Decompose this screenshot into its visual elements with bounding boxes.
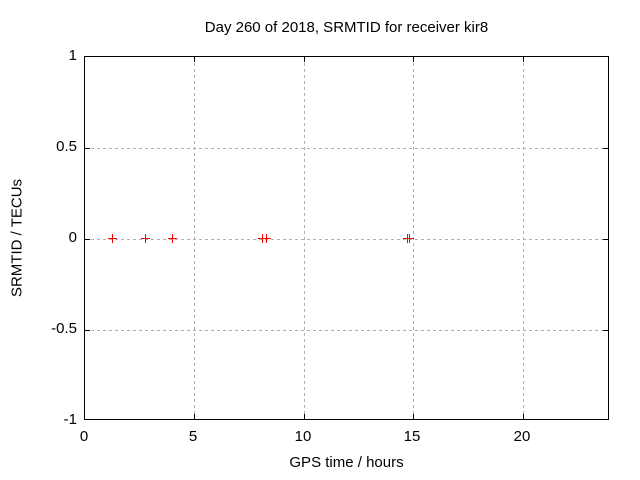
x-tick-label-20: 20 bbox=[513, 428, 531, 445]
y-tick-label-0: 0 bbox=[68, 229, 77, 246]
x-axis-label: GPS time / hours bbox=[289, 454, 404, 471]
tick-x-top-20 bbox=[523, 57, 524, 62]
y-tick-label--0.5: -0.5 bbox=[51, 320, 77, 337]
y-tick-label-0.5: 0.5 bbox=[56, 138, 77, 155]
tick-y-left-0.5 bbox=[85, 148, 90, 149]
tick-y-right--0.5 bbox=[603, 330, 608, 331]
y-tick-label-1: 1 bbox=[68, 47, 77, 64]
tick-x-bottom-15 bbox=[413, 414, 414, 419]
data-point-marker bbox=[141, 234, 150, 243]
tick-x-bottom-10 bbox=[304, 414, 305, 419]
x-tick-label-0: 0 bbox=[79, 428, 89, 445]
y-tick-label--1: -1 bbox=[63, 411, 77, 428]
gridline-y-0 bbox=[85, 239, 608, 240]
tick-x-top-5 bbox=[194, 57, 195, 62]
data-point-marker bbox=[404, 234, 414, 243]
plot-area bbox=[84, 56, 609, 420]
tick-y-left--0.5 bbox=[85, 330, 90, 331]
x-tick-label-5: 5 bbox=[188, 428, 198, 445]
y-axis-label-text: SRMTID / TECUs bbox=[8, 178, 26, 298]
tick-x-top-15 bbox=[413, 57, 414, 62]
data-point-marker bbox=[107, 234, 117, 243]
x-tick-label-10: 10 bbox=[294, 428, 312, 445]
tick-x-bottom-5 bbox=[194, 414, 195, 419]
gridline-y--0.5 bbox=[85, 330, 608, 331]
tick-y-right-0.5 bbox=[603, 148, 608, 149]
tick-y-left-0 bbox=[85, 239, 90, 240]
tick-y-right-0 bbox=[603, 239, 608, 240]
x-tick-label-15: 15 bbox=[403, 428, 421, 445]
gridline-x-10 bbox=[304, 57, 305, 419]
gridline-x-20 bbox=[523, 57, 524, 419]
chart-title: Day 260 of 2018, SRMTID for receiver kir… bbox=[204, 19, 489, 36]
gridline-y-0.5 bbox=[85, 148, 608, 149]
data-point-marker bbox=[262, 234, 271, 243]
tick-x-bottom-20 bbox=[523, 414, 524, 419]
gridline-x-5 bbox=[194, 57, 195, 419]
data-point-marker bbox=[168, 234, 178, 243]
tick-x-top-10 bbox=[304, 57, 305, 62]
